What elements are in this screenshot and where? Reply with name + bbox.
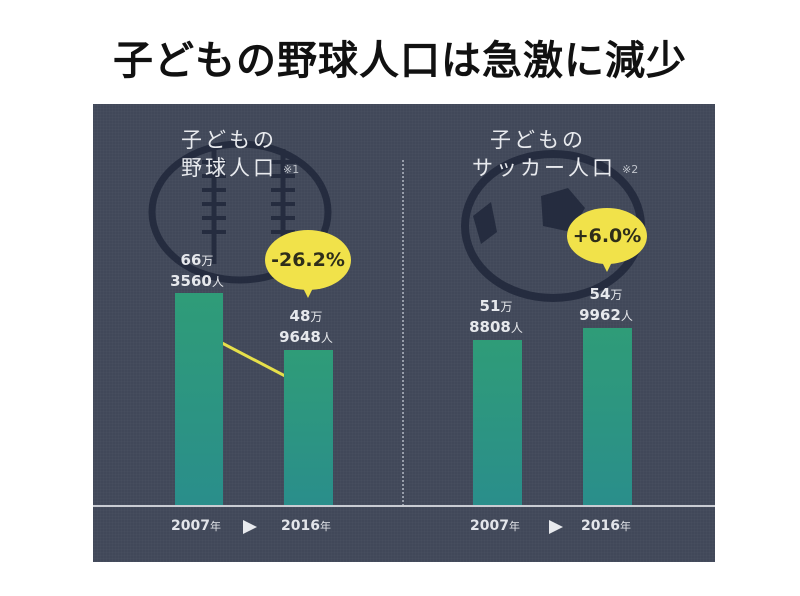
baseball-section-title: 子どもの 野球人口 ※1: [181, 126, 299, 182]
soccer-title-line2: サッカー人口: [472, 156, 616, 180]
play-arrow-icon: [243, 520, 257, 534]
value-man: 66: [180, 251, 202, 269]
value-nin: 9962: [579, 306, 621, 324]
chart-baseline: [93, 505, 715, 507]
soccer-2007-value: 51万 8808人: [451, 296, 541, 338]
bar-soccer-2016: [583, 328, 632, 505]
baseball-change-value: -26.2%: [271, 249, 345, 271]
play-arrow-icon: [549, 520, 563, 534]
baseball-footnote: ※1: [283, 163, 300, 176]
baseball-title-line2: 野球人口: [181, 156, 277, 180]
value-man: 54: [589, 285, 611, 303]
year-value: 2007: [470, 518, 509, 534]
year-value: 2007: [171, 518, 210, 534]
soccer-section-title: 子どもの サッカー人口 ※2: [472, 126, 638, 182]
unit-nin: 人: [211, 275, 224, 289]
value-man: 48: [289, 307, 311, 325]
soccer-title-line1: 子どもの: [490, 128, 586, 152]
year-unit: 年: [319, 520, 331, 533]
unit-nin: 人: [620, 309, 633, 323]
unit-man: 万: [500, 300, 513, 314]
soccer-footnote: ※2: [622, 163, 639, 176]
value-nin: 9648: [279, 328, 321, 346]
infographic-panel: 子どもの 野球人口 ※1 -26.2% 66万 3560人 48万 9648人 子…: [93, 104, 715, 562]
baseball-year-2016: 2016年: [281, 518, 331, 534]
unit-man: 万: [610, 288, 623, 302]
bar-baseball-2016: [284, 350, 333, 505]
value-nin: 3560: [170, 272, 212, 290]
value-man: 51: [479, 297, 501, 315]
year-value: 2016: [281, 518, 320, 534]
baseball-change-bubble: -26.2%: [265, 230, 351, 298]
bar-soccer-2007: [473, 340, 522, 505]
soccer-year-2007: 2007年: [470, 518, 520, 534]
soccer-change-bubble: +6.0%: [567, 208, 647, 272]
unit-nin: 人: [320, 331, 333, 345]
year-unit: 年: [209, 520, 221, 533]
section-divider: [402, 160, 404, 506]
soccer-year-2016: 2016年: [581, 518, 631, 534]
baseball-title-line1: 子どもの: [181, 128, 277, 152]
unit-nin: 人: [510, 321, 523, 335]
baseball-2007-value: 66万 3560人: [152, 250, 242, 292]
baseball-2016-value: 48万 9648人: [261, 306, 351, 348]
soccer-2016-value: 54万 9962人: [561, 284, 651, 326]
unit-man: 万: [201, 254, 214, 268]
year-unit: 年: [508, 520, 520, 533]
year-unit: 年: [619, 520, 631, 533]
page-title: 子どもの野球人口は急激に減少: [113, 38, 687, 84]
soccer-change-value: +6.0%: [572, 225, 642, 247]
unit-man: 万: [310, 310, 323, 324]
bar-baseball-2007: [175, 293, 223, 505]
value-nin: 8808: [469, 318, 511, 336]
year-value: 2016: [581, 518, 620, 534]
baseball-year-2007: 2007年: [171, 518, 221, 534]
